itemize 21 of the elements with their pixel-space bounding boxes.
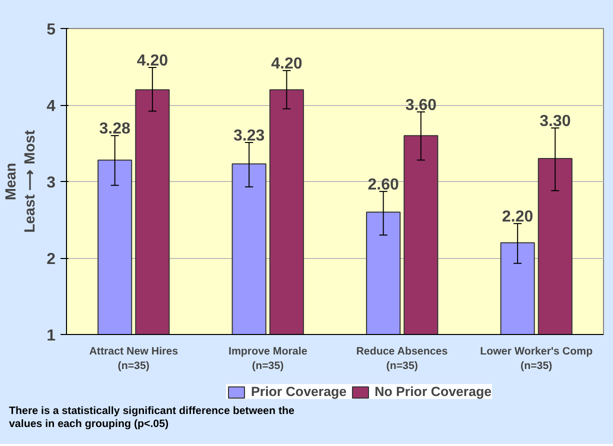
data-label: 3.23: [234, 127, 265, 144]
y-tick-label: 1: [46, 328, 56, 344]
x-tick-label: Attract New Hires (n=35): [89, 346, 178, 372]
data-label: 2.20: [502, 208, 534, 226]
data-label: 2.60: [368, 176, 399, 194]
y-tick-label: 5: [46, 22, 56, 38]
x-tick-label: Reduce Absences (n=35): [356, 346, 448, 372]
legend-label: No Prior Coverage: [374, 384, 492, 399]
data-label: 3.60: [405, 96, 437, 114]
data-label: 3.30: [540, 112, 571, 130]
x-tick-label: Lower Worker's Comp (n=35): [480, 346, 594, 372]
data-label: 4.20: [271, 56, 302, 73]
x-tick-label: Improve Morale (n=35): [228, 346, 308, 372]
data-label: 3.28: [99, 120, 130, 138]
y-tick-label: 2: [46, 251, 56, 268]
y-axis-title: Mean Least ⟶ Most: [3, 130, 39, 233]
text: There is a statistically significant difference between the values in each grouping (p<.05): [9, 405, 296, 431]
data-label: 4.20: [136, 52, 168, 70]
legend-label: Prior Coverage: [251, 384, 347, 399]
y-tick-label: 3: [46, 174, 56, 192]
y-tick-label: 4: [46, 98, 56, 115]
